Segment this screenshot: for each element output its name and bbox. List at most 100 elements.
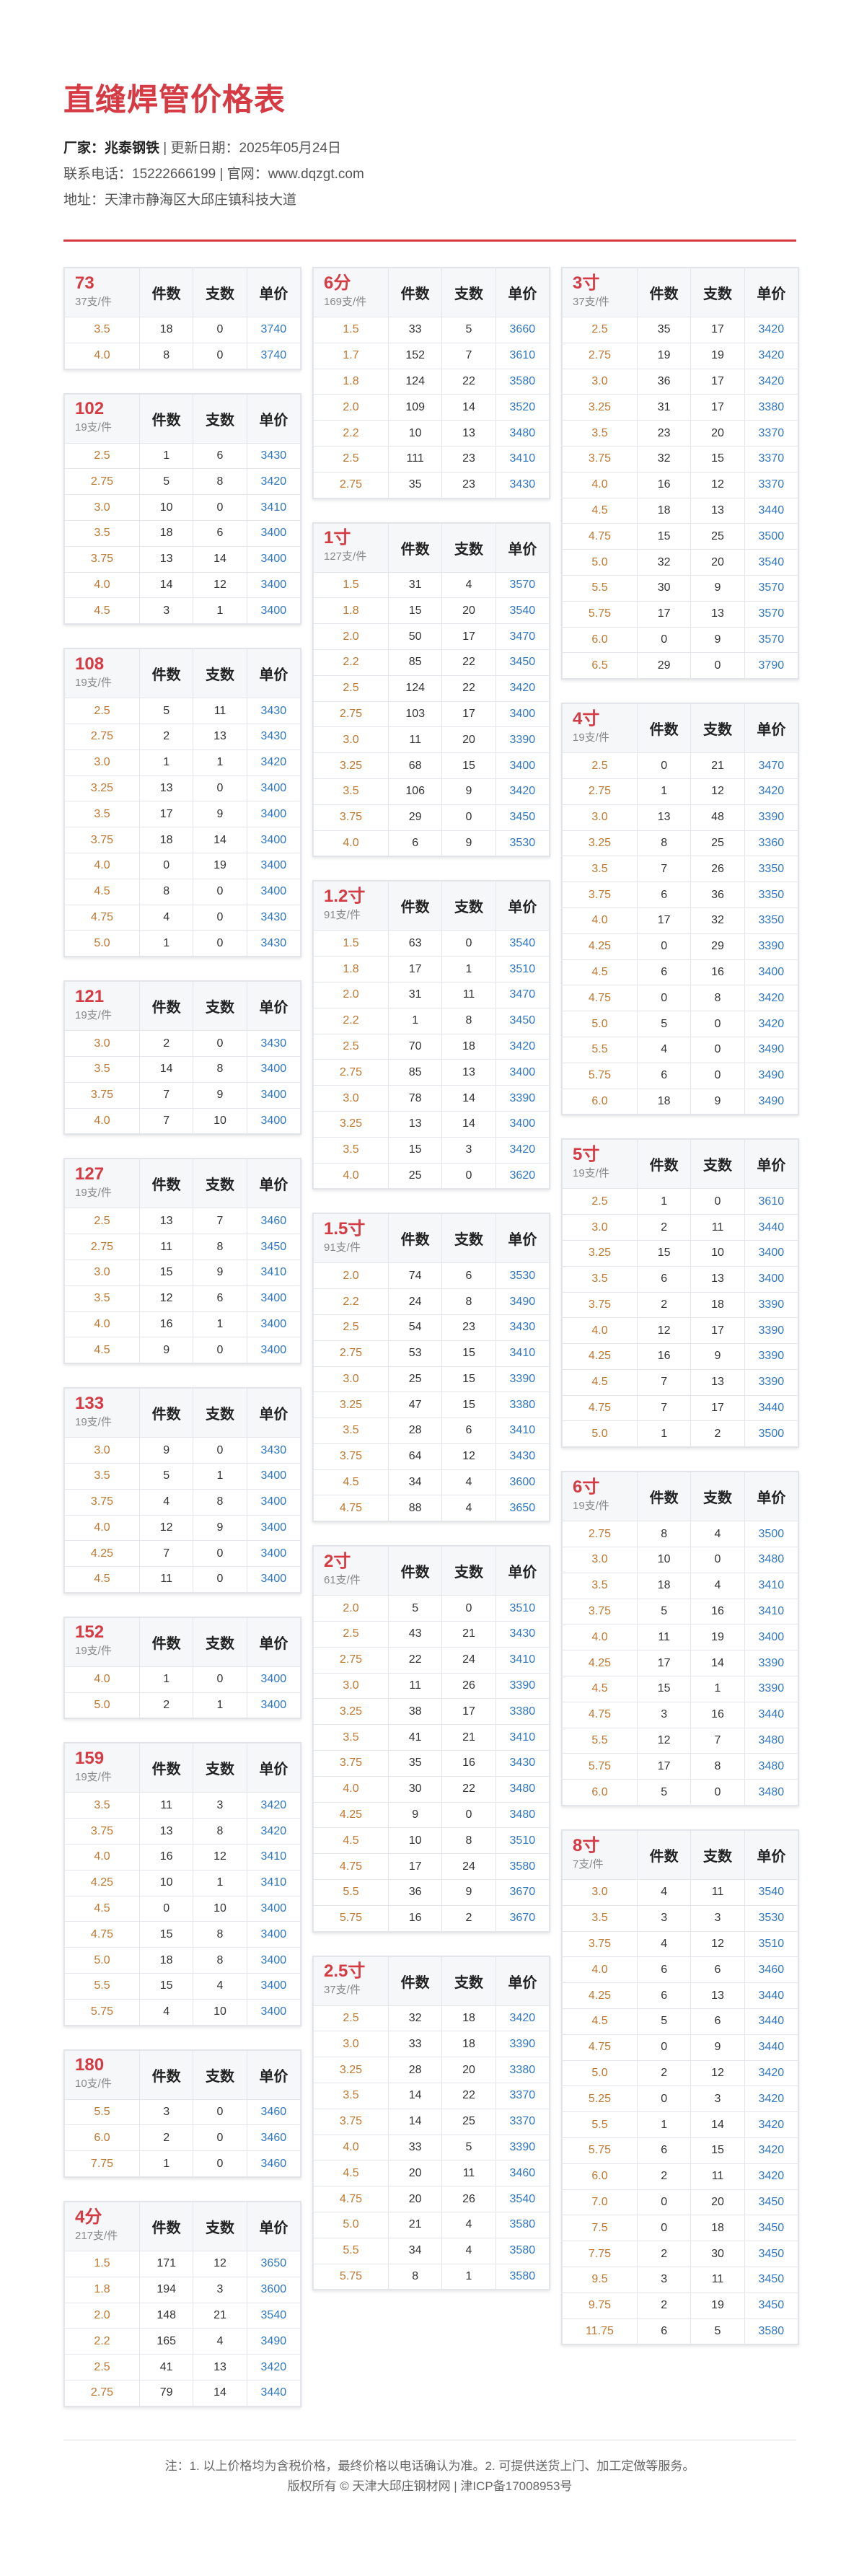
table-row: 6.0 2 0 3460	[64, 2124, 301, 2152]
wall-thickness-cell: 4.0	[64, 1107, 140, 1135]
table-row: 2.75 53 15 3410	[313, 1340, 550, 1367]
piece-count-cell: 0	[441, 1801, 496, 1829]
bundle-count-cell: 4	[636, 1930, 692, 1958]
piece-count-cell: 4	[193, 1973, 247, 2000]
wall-thickness-cell: 3.25	[313, 2057, 389, 2084]
wall-thickness-cell: 4.75	[562, 2034, 638, 2061]
spec-cell: 2.5寸 37支/件	[313, 1956, 389, 2006]
unit-price-cell: 3430	[246, 698, 301, 724]
bundle-count-cell: 5	[636, 1779, 692, 1806]
bundle-count-cell: 7	[138, 1540, 194, 1568]
piece-count-cell: 19	[690, 342, 745, 369]
bundle-count-cell: 111	[387, 445, 443, 472]
table-row: 5.0 21 4 3580	[313, 2212, 550, 2238]
table-row: 3.75 13 14 3400	[64, 545, 301, 573]
wall-thickness-cell: 2.5	[64, 1208, 140, 1235]
page-title: 直缝焊管价格表	[63, 83, 286, 118]
table-header-row: 180 10支/件 件数 支数 单价	[64, 2049, 301, 2100]
unit-price-cell: 3480	[495, 420, 550, 447]
wall-thickness-cell: 3.25	[64, 775, 140, 802]
wall-thickness-cell: 4.0	[64, 1311, 140, 1338]
piece-count-cell: 8	[193, 1055, 247, 1083]
unit-price-cell: 3530	[495, 1262, 550, 1290]
column-header-price: 单价	[495, 1213, 550, 1264]
piece-count-cell: 3	[193, 2276, 247, 2303]
piece-count-cell: 29	[690, 933, 745, 960]
wall-thickness-cell: 5.5	[313, 2237, 389, 2264]
bundle-count-cell: 0	[138, 852, 194, 879]
unit-price-cell: 3410	[246, 494, 301, 521]
piece-count-cell: 4	[441, 571, 496, 599]
unit-price-cell: 3490	[744, 1062, 799, 1089]
unit-price-cell: 3430	[246, 1437, 301, 1464]
spec-cell: 2寸 61支/件	[313, 1546, 389, 1596]
column-header-pieces: 支数	[441, 881, 496, 931]
unit-price-cell: 3430	[246, 1030, 301, 1057]
wall-thickness-cell: 9.75	[562, 2292, 638, 2319]
piece-count-cell: 9	[441, 778, 496, 805]
wall-thickness-cell: 2.5	[64, 698, 140, 724]
bundle-count-cell: 5	[636, 1011, 692, 1037]
wall-thickness-cell: 5.75	[562, 600, 638, 628]
bundle-count-cell: 2	[138, 723, 194, 750]
column-header-price: 单价	[744, 1830, 799, 1881]
piece-count-cell: 1	[193, 1692, 247, 1719]
piece-count-cell: 13	[690, 600, 745, 628]
unit-price-cell: 3420	[744, 342, 799, 369]
unit-price-cell: 3400	[246, 1081, 301, 1109]
bundle-count-cell: 3	[636, 1701, 692, 1728]
spec-pieces-per-bundle: 7支/件	[573, 1858, 604, 1871]
piece-count-cell: 10	[193, 1107, 247, 1135]
piece-count-cell: 0	[690, 1062, 745, 1089]
bundle-count-cell: 12	[138, 1514, 194, 1542]
piece-count-cell: 23	[441, 471, 496, 498]
wall-thickness-cell: 5.75	[562, 1753, 638, 1780]
column-header-thickness: 件数	[138, 2049, 194, 2100]
wall-thickness-cell: 3.0	[313, 726, 389, 754]
wall-thickness-cell: 3.5	[64, 1462, 140, 1490]
wall-thickness-cell: 3.5	[313, 1724, 389, 1751]
bundle-count-cell: 18	[138, 1947, 194, 1974]
bundle-count-cell: 6	[636, 1956, 692, 1984]
wall-thickness-cell: 5.75	[313, 2263, 389, 2290]
bundle-count-cell: 29	[387, 804, 443, 831]
piece-count-cell: 0	[690, 652, 745, 680]
table-header-row: 121 19支/件 件数 支数 单价	[64, 981, 301, 1032]
wall-thickness-cell: 6.0	[562, 1779, 638, 1806]
unit-price-cell: 3420	[246, 2354, 301, 2381]
unit-price-cell: 3670	[495, 1904, 550, 1932]
wall-thickness-cell: 3.25	[562, 830, 638, 857]
wall-thickness-cell: 2.75	[313, 1646, 389, 1674]
unit-price-cell: 3390	[495, 2031, 550, 2058]
wall-thickness-cell: 4.0	[562, 1317, 638, 1345]
unit-price-cell: 3530	[495, 830, 550, 857]
piece-count-cell: 20	[441, 726, 496, 754]
unit-price-cell: 3420	[744, 317, 799, 343]
column-header-pieces: 支数	[690, 1139, 745, 1190]
piece-count-cell: 8	[193, 1818, 247, 1845]
bundle-count-cell: 20	[387, 2160, 443, 2187]
unit-price-cell: 3580	[495, 2237, 550, 2264]
unit-price-cell: 3400	[744, 1624, 799, 1651]
spec-pieces-per-bundle: 19支/件	[573, 1166, 609, 1179]
unit-price-cell: 3400	[246, 827, 301, 853]
table-row: 4.25 10 1 3410	[64, 1869, 301, 1896]
table-row: 6.0 18 9 3490	[562, 1088, 799, 1115]
wall-thickness-cell: 3.5	[313, 2083, 389, 2109]
piece-count-cell: 5	[690, 2318, 745, 2345]
piece-count-cell: 11	[690, 1214, 745, 1241]
column-header-price: 单价	[246, 393, 301, 444]
table-row: 3.5 18 6 3400	[64, 519, 301, 547]
unit-price-cell: 3410	[495, 1724, 550, 1751]
unit-price-cell: 3450	[744, 2292, 799, 2319]
bundle-count-cell: 25	[387, 1366, 443, 1393]
spec-name: 5寸	[573, 1144, 600, 1164]
column-header-thickness: 件数	[636, 268, 692, 317]
wall-thickness-cell: 1.8	[64, 2276, 140, 2303]
wall-thickness-cell: 2.5	[313, 1621, 389, 1648]
bundle-count-cell: 17	[387, 956, 443, 983]
wall-thickness-cell: 5.0	[64, 930, 140, 957]
wall-thickness-cell: 3.25	[562, 1239, 638, 1267]
piece-count-cell: 0	[441, 1595, 496, 1622]
spec-pieces-per-bundle: 91支/件	[324, 908, 361, 921]
